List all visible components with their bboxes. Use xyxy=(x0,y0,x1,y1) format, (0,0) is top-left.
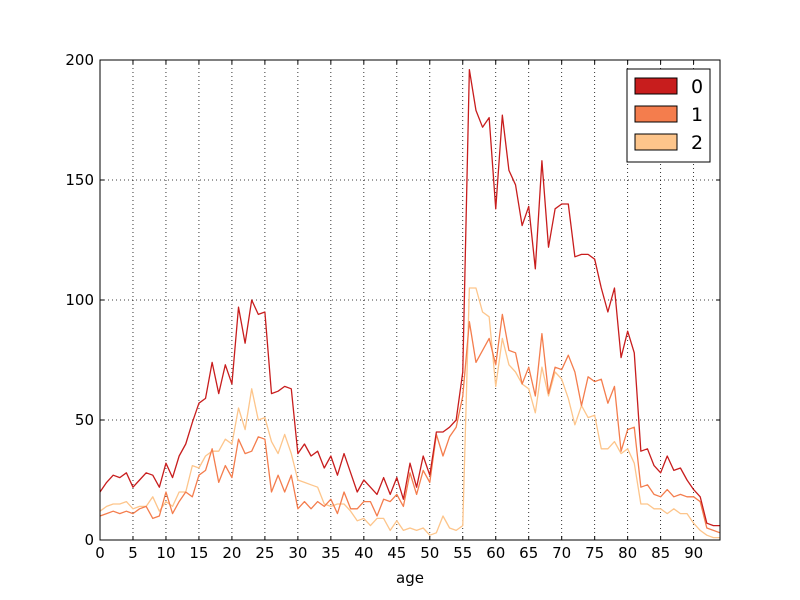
x-tick-label: 25 xyxy=(255,544,274,562)
legend-swatch-2 xyxy=(634,133,678,151)
legend-label-2: 2 xyxy=(691,132,703,154)
x-tick-label: 70 xyxy=(552,544,571,562)
x-tick-label: 15 xyxy=(189,544,208,562)
y-tick-labels: 0 50 100 150 200 xyxy=(65,51,94,549)
x-tick-label: 30 xyxy=(288,544,307,562)
x-tick-label: 80 xyxy=(618,544,637,562)
legend-label-1: 1 xyxy=(691,104,703,126)
y-tick-label: 100 xyxy=(65,291,94,309)
x-tick-labels: 0 5 10 15 20 25 30 35 40 45 50 55 60 65 70 75 80 85 90 xyxy=(95,544,703,562)
series-line-1 xyxy=(99,313,721,534)
x-tick-label: 35 xyxy=(321,544,340,562)
series-line-0 xyxy=(99,68,720,527)
x-tick-label: 90 xyxy=(684,544,703,562)
x-tick-label: 60 xyxy=(486,544,505,562)
axis-ticks xyxy=(99,59,720,541)
x-tick-label: 20 xyxy=(222,544,241,562)
x-tick-label: 45 xyxy=(387,544,406,562)
legend-swatch-0 xyxy=(634,77,678,95)
x-tick-label: 55 xyxy=(453,544,472,562)
y-tick-label: 0 xyxy=(84,531,94,549)
x-tick-label: 75 xyxy=(585,544,604,562)
y-tick-label: 150 xyxy=(65,171,94,189)
grid-lines xyxy=(99,59,720,541)
x-tick-label: 10 xyxy=(156,544,175,562)
x-tick-label: 65 xyxy=(519,544,538,562)
x-tick-label: 85 xyxy=(651,544,670,562)
x-axis-title: age xyxy=(396,569,424,587)
y-tick-label: 50 xyxy=(75,411,94,429)
x-tick-label: 50 xyxy=(420,544,439,562)
series-lines xyxy=(99,68,721,539)
x-tick-label: 5 xyxy=(128,544,138,562)
legend: 0 1 2 xyxy=(626,68,711,163)
x-tick-label: 40 xyxy=(354,544,373,562)
series-line-2 xyxy=(99,287,720,539)
y-tick-label: 200 xyxy=(65,51,94,69)
legend-label-0: 0 xyxy=(691,76,703,98)
x-tick-label: 0 xyxy=(95,544,105,562)
legend-swatch-1 xyxy=(634,105,678,123)
